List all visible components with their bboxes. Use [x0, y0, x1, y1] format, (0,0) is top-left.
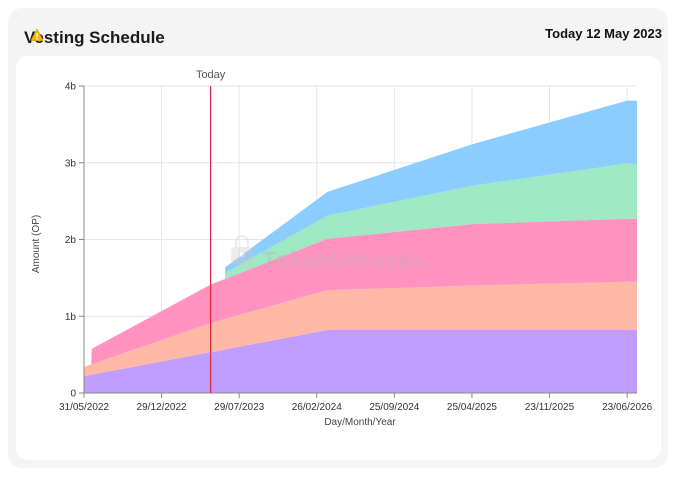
- chart-areas: [84, 100, 637, 393]
- x-tick-label: 29/12/2022: [137, 402, 187, 413]
- vesting-title-text: Vesting Schedule: [24, 28, 165, 47]
- x-tick-label: 26/02/2024: [292, 402, 342, 413]
- vesting-title: Vesting Schedule: [24, 28, 165, 48]
- x-axis-title: Day/Month/Year: [324, 417, 396, 428]
- x-tick-label: 23/06/2026: [602, 402, 652, 413]
- today-marker: Today: [196, 69, 226, 393]
- y-tick-label: 2b: [65, 235, 77, 246]
- y-tick-label: 0: [70, 389, 76, 400]
- chart-axes: 0 1b 2b 3b 4b 31/05/2022 29/12/2022 29/07/2023 2…: [59, 82, 653, 414]
- vesting-area-5[interactable]: [84, 100, 637, 367]
- lock-icon: [231, 234, 253, 265]
- vesting-area-1[interactable]: [84, 330, 637, 393]
- today-date-label: Today 12 May 2023: [545, 26, 662, 41]
- watermark-text: TokenUnlocks.: [262, 247, 431, 274]
- y-tick-label: 4b: [65, 82, 77, 93]
- x-tick-label: 25/04/2025: [447, 402, 497, 413]
- y-tick-label: 1b: [65, 312, 77, 323]
- today-marker-label: Today: [196, 69, 226, 81]
- warning-icon[interactable]: [30, 28, 44, 42]
- watermark: TokenUnlocks.: [231, 234, 431, 274]
- x-tick-label: 29/07/2023: [214, 402, 264, 413]
- y-axis-title: Amount (OP): [31, 215, 42, 273]
- x-tick-label: 23/11/2025: [525, 402, 575, 413]
- vesting-area-2[interactable]: [84, 281, 637, 377]
- x-tick-label: 31/05/2022: [59, 402, 109, 413]
- x-tick-label: 25/09/2024: [369, 402, 419, 413]
- vesting-area-3[interactable]: [84, 218, 637, 367]
- vesting-area-4[interactable]: [84, 163, 637, 367]
- y-tick-label: 3b: [65, 158, 77, 169]
